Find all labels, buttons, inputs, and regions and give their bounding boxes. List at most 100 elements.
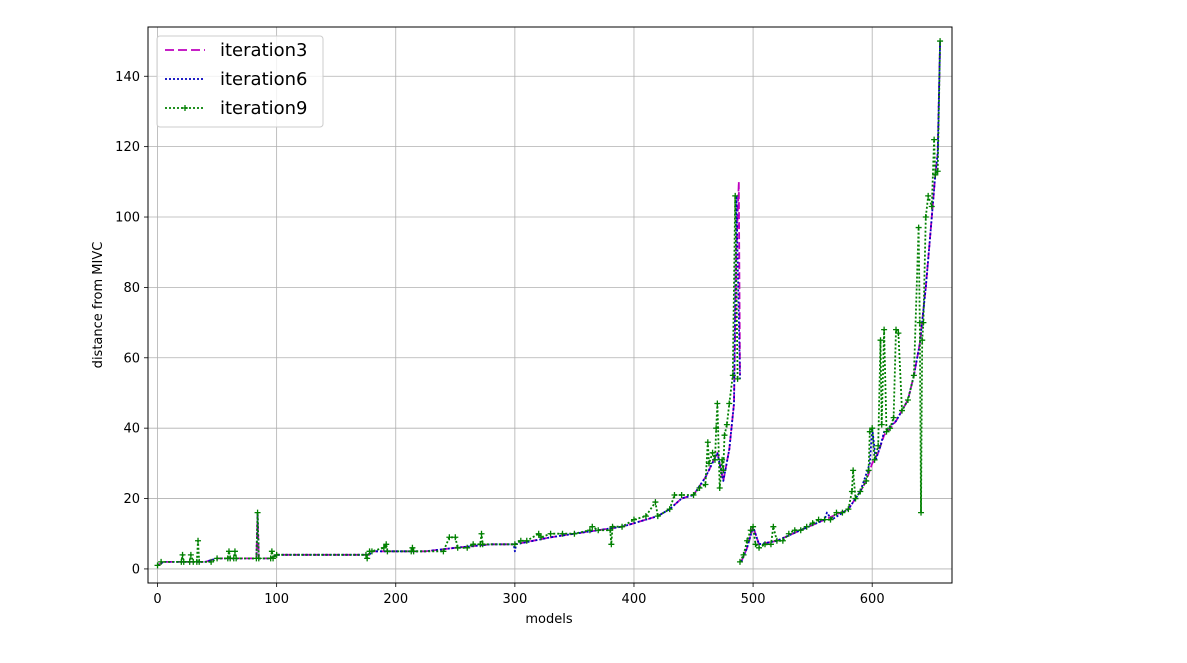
data-point-marker bbox=[922, 214, 929, 221]
data-point-marker bbox=[630, 516, 637, 523]
data-point-marker bbox=[273, 551, 280, 558]
y-tick-label: 100 bbox=[115, 211, 140, 226]
data-point-marker bbox=[517, 537, 524, 544]
data-point-marker bbox=[809, 520, 816, 527]
series-iteration9 bbox=[154, 38, 944, 569]
y-axis-label: distance from MIVC bbox=[91, 242, 106, 369]
data-point-marker bbox=[362, 551, 369, 558]
plot-frame bbox=[147, 26, 953, 584]
y-tick-label: 80 bbox=[123, 281, 140, 296]
data-point-marker bbox=[609, 523, 616, 530]
data-point-marker bbox=[761, 541, 768, 548]
data-point-marker bbox=[773, 537, 780, 544]
data-point-marker bbox=[918, 509, 925, 516]
data-point-marker bbox=[671, 492, 678, 499]
data-point-marker bbox=[409, 544, 416, 551]
legend-box bbox=[156, 35, 324, 128]
data-point-marker bbox=[225, 548, 232, 555]
data-point-marker bbox=[752, 541, 759, 548]
data-point-marker bbox=[863, 477, 870, 484]
data-point-marker bbox=[511, 541, 518, 548]
x-tick-label: 200 bbox=[383, 592, 408, 607]
data-point-marker bbox=[571, 530, 578, 537]
data-point-marker bbox=[878, 421, 885, 428]
data-point-marker bbox=[931, 136, 938, 143]
data-point-marker bbox=[180, 558, 187, 565]
data-point-marker bbox=[270, 555, 277, 562]
data-point-marker bbox=[716, 484, 723, 491]
data-point-marker bbox=[154, 562, 161, 569]
x-tick-label: 500 bbox=[741, 592, 766, 607]
y-tick-label: 120 bbox=[115, 140, 140, 155]
data-point-marker bbox=[470, 541, 477, 548]
y-tick-label: 40 bbox=[123, 422, 140, 437]
grid-lines bbox=[148, 27, 952, 583]
data-point-marker bbox=[652, 499, 659, 506]
y-axis-ticks: 0 20 40 60 80 100 120 140 bbox=[115, 70, 148, 577]
data-point-marker bbox=[714, 400, 721, 407]
data-point-marker bbox=[619, 523, 626, 530]
data-point-marker bbox=[845, 506, 852, 513]
data-point-marker bbox=[871, 456, 878, 463]
data-point-marker bbox=[696, 484, 703, 491]
data-point-marker bbox=[654, 513, 661, 520]
data-point-marker bbox=[595, 527, 602, 534]
data-point-marker bbox=[719, 456, 726, 463]
data-point-marker bbox=[937, 38, 944, 45]
data-point-marker bbox=[454, 544, 461, 551]
data-point-marker bbox=[744, 537, 751, 544]
data-point-marker bbox=[920, 319, 927, 326]
data-point-marker bbox=[440, 548, 447, 555]
data-point-marker bbox=[690, 492, 697, 499]
y-tick-label: 60 bbox=[123, 351, 140, 366]
data-point-marker bbox=[268, 548, 275, 555]
y-tick-label: 140 bbox=[115, 70, 140, 85]
legend-label: iteration9 bbox=[220, 98, 308, 119]
x-axis-label: models bbox=[525, 612, 572, 627]
data-point-marker bbox=[770, 523, 777, 530]
data-point-marker bbox=[723, 421, 730, 428]
data-point-marker bbox=[383, 541, 390, 548]
data-point-marker bbox=[928, 203, 935, 210]
data-point-marker bbox=[893, 326, 900, 333]
data-point-marker bbox=[233, 555, 240, 562]
data-point-marker bbox=[883, 428, 890, 435]
data-point-marker bbox=[713, 425, 720, 432]
data-point-marker bbox=[767, 541, 774, 548]
data-point-marker bbox=[547, 530, 554, 537]
data-point-marker bbox=[214, 555, 221, 562]
data-point-marker bbox=[729, 372, 736, 379]
data-point-marker bbox=[740, 551, 747, 558]
data-point-marker bbox=[464, 544, 471, 551]
data-point-marker bbox=[736, 558, 743, 565]
data-point-marker bbox=[732, 192, 739, 199]
x-tick-label: 300 bbox=[502, 592, 527, 607]
data-point-marker bbox=[791, 527, 798, 534]
data-point-marker bbox=[850, 467, 857, 474]
data-point-marker bbox=[925, 192, 932, 199]
data-point-marker bbox=[208, 558, 215, 565]
data-point-marker bbox=[678, 492, 685, 499]
data-point-marker bbox=[642, 513, 649, 520]
data-point-marker bbox=[364, 555, 371, 562]
legend-label: iteration3 bbox=[220, 40, 308, 61]
data-point-marker bbox=[815, 516, 822, 523]
data-point-marker bbox=[785, 530, 792, 537]
data-point-marker bbox=[750, 523, 757, 530]
data-point-marker bbox=[535, 530, 542, 537]
data-point-marker bbox=[608, 541, 615, 548]
plot-area bbox=[154, 38, 944, 569]
data-point-marker bbox=[195, 537, 202, 544]
data-point-marker bbox=[158, 558, 165, 565]
data-point-marker bbox=[589, 523, 596, 530]
data-point-marker bbox=[865, 467, 872, 474]
data-point-marker bbox=[887, 425, 894, 432]
data-point-marker bbox=[747, 527, 754, 534]
data-point-marker bbox=[932, 171, 939, 178]
data-point-marker bbox=[890, 414, 897, 421]
data-point-marker bbox=[895, 330, 902, 337]
data-point-marker bbox=[726, 400, 733, 407]
data-point-marker bbox=[709, 449, 716, 456]
data-point-marker bbox=[368, 548, 375, 555]
